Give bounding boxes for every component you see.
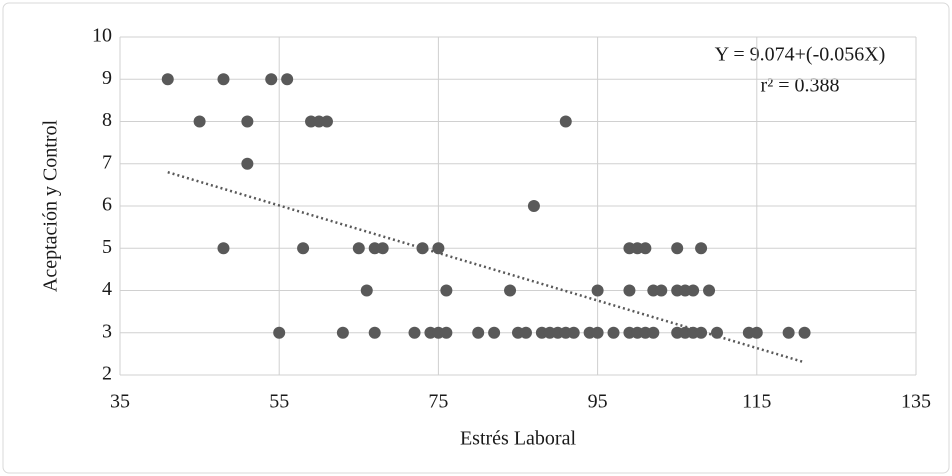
equation: Y = 9.074+(-0.056X) [715,44,886,66]
point [161,73,174,86]
point [567,326,580,339]
point [695,242,708,255]
point [639,242,652,255]
point [671,242,684,255]
point [440,326,453,339]
y-tick-label: 7 [102,151,112,173]
point [217,73,230,86]
point [655,284,668,297]
point [368,326,381,339]
point [408,326,421,339]
point [623,284,636,297]
point [703,284,716,297]
x-axis-label: Estrés Laboral [460,428,577,450]
point [559,115,572,128]
point [591,326,604,339]
y-tick-label: 9 [102,67,112,89]
x-tick-label: 115 [742,391,771,413]
point [711,326,723,339]
point [527,200,540,212]
point [297,242,310,255]
point [750,326,763,339]
point [647,326,660,339]
point [241,115,254,128]
point [217,242,230,255]
point [782,326,795,339]
y-tick-label: 6 [102,194,112,216]
x-tick-label: 55 [269,391,289,413]
point [265,73,278,86]
point [360,284,373,297]
point [591,284,604,297]
point [488,326,501,339]
point [687,284,700,297]
point [193,115,206,128]
point [519,326,532,339]
x-tick-label: 95 [588,391,608,413]
y-tick-label: 10 [92,25,112,47]
x-tick-label: 75 [428,391,448,413]
x-tick-label: 135 [901,391,931,413]
point [376,242,389,255]
x-tick-label: 35 [110,391,130,413]
point [320,115,333,128]
point [241,157,254,170]
point [432,242,445,255]
point [607,326,620,339]
r-squared: r² = 0.388 [761,75,840,97]
y-tick-label: 2 [102,363,112,385]
point [281,73,294,86]
point [440,284,453,297]
point [695,326,708,339]
trendline [167,171,805,364]
point [472,326,485,339]
y-axis-label: Aceptación y Control [40,119,62,292]
point [273,326,286,339]
y-tick-label: 5 [102,236,112,258]
y-tick-label: 4 [102,278,112,300]
point [352,242,365,255]
point [336,326,349,339]
y-tick-label: 3 [102,320,112,342]
y-tick-label: 8 [102,109,112,131]
point [504,284,517,297]
point [798,326,811,339]
